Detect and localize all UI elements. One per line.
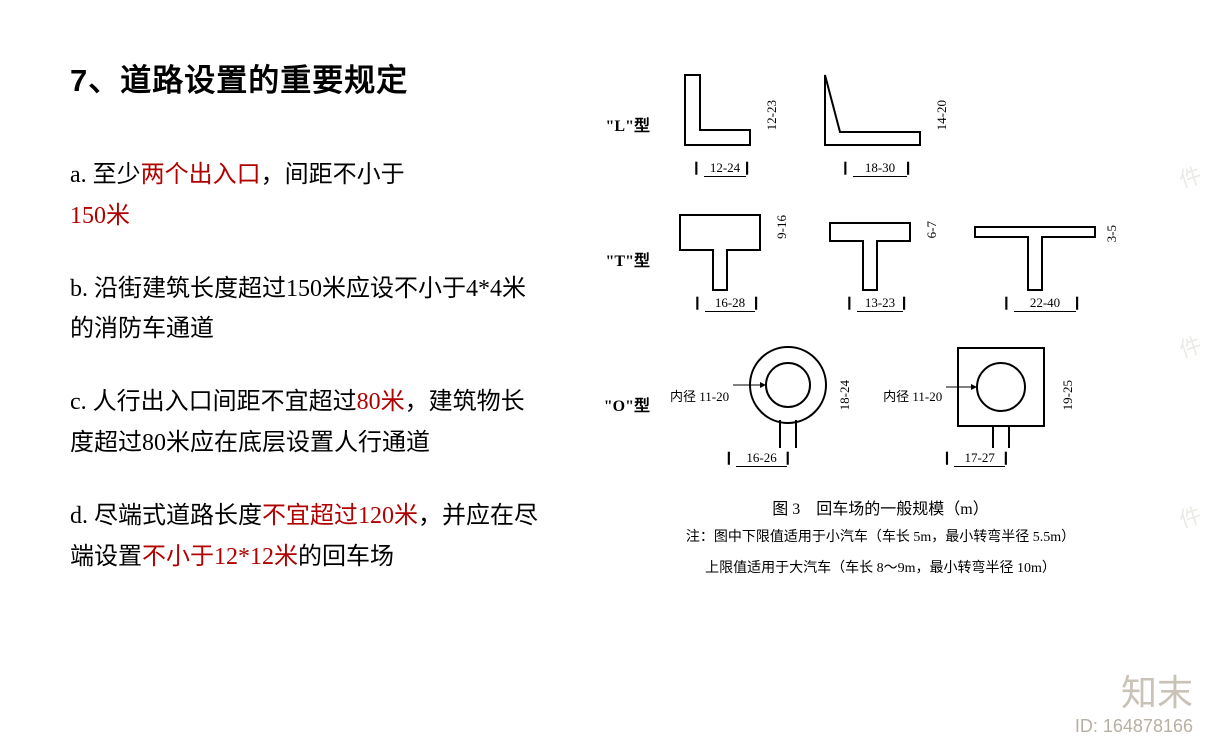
text-emph: 不小于12*12米 — [142, 544, 298, 570]
l-shape-slant-icon — [810, 70, 930, 160]
dim-h: 22-40 — [1014, 295, 1076, 312]
row-label-L: "L"型 — [590, 112, 670, 136]
dim-h: 12-24 — [704, 160, 746, 177]
t-shape-wide-icon — [970, 205, 1100, 295]
text-emph: 两个出入口 — [141, 162, 261, 188]
text: 的回车场 — [298, 544, 394, 570]
figure-note-2: 上限值适用于大汽车（车长 8～9m，最小转弯半径 10m） — [590, 556, 1171, 581]
shape-L2: 14-20 ▎18-30▎ — [810, 70, 950, 177]
dim-v: 6-7 — [924, 221, 940, 238]
text: ，间距不小于 — [261, 162, 405, 188]
o-shape-icon — [733, 340, 833, 450]
text-emph: 不宜超过120米 — [262, 503, 418, 529]
watermark-text: 知末 — [1075, 664, 1193, 716]
shape-T3: 3-5 ▎22-40▎ — [970, 205, 1120, 312]
t-shape-icon — [670, 205, 770, 295]
shape-O2: 内径 11-20 19-25 ▎17-27▎ — [883, 340, 1076, 467]
o-shape-square-icon — [946, 340, 1056, 450]
shape-L1: 12-23 ▎12-24▎ — [670, 70, 780, 177]
l-shape-icon — [670, 70, 760, 160]
para-d: d. 尽端式道路长度不宜超过120米，并应在尽端设置不小于12*12米的回车场 — [70, 496, 540, 578]
para-b: b. 沿街建筑长度超过150米应设不小于4*4米的消防车通道 — [70, 269, 540, 351]
inner-dia-label: 内径 11-20 — [883, 386, 942, 405]
dim-v: 9-16 — [774, 215, 790, 239]
dim-v: 14-20 — [934, 100, 950, 130]
section-title: 7、道路设置的重要规定 — [70, 55, 540, 100]
watermark-faint: 件 — [1175, 497, 1206, 534]
dim-h: 18-30 — [853, 160, 907, 177]
diagram-row-L: "L"型 12-23 ▎12-24▎ — [590, 70, 1171, 177]
t-shape-icon — [820, 205, 920, 295]
watermark: 知末 ID: 164878166 — [1075, 664, 1193, 737]
watermark-faint: 件 — [1175, 327, 1206, 364]
dim-h: 17-27 — [954, 450, 1004, 467]
diagram-row-O: "O"型 内径 11-20 — [590, 340, 1171, 467]
dim-h: 16-28 — [705, 295, 755, 312]
dim-v: 19-25 — [1060, 380, 1076, 410]
watermark-id: ID: 164878166 — [1075, 716, 1193, 737]
para-a: a. 至少两个出入口，间距不小于 150米 — [70, 155, 540, 237]
dim-v: 3-5 — [1104, 225, 1120, 242]
figure-note-1: 注：图中下限值适用于小汽车（车长 5m，最小转弯半径 5.5m） — [590, 525, 1171, 550]
row-label-T: "T"型 — [590, 247, 670, 271]
figure-caption: 图 3 回车场的一般规模（m） — [590, 495, 1171, 519]
dim-h: 16-26 — [736, 450, 786, 467]
text-emph: 80米 — [357, 389, 405, 415]
text: c. 人行出入口间距不宜超过 — [70, 389, 357, 415]
dim-v: 12-23 — [764, 100, 780, 130]
row-label-O: "O"型 — [590, 392, 670, 416]
watermark-faint: 件 — [1175, 157, 1206, 194]
text: a. 至少 — [70, 162, 141, 188]
shape-O1: 内径 11-20 18-24 ▎16-26▎ — [670, 340, 853, 467]
inner-dia-label: 内径 11-20 — [670, 386, 729, 405]
text-emph: 150米 — [70, 203, 130, 229]
diagram-row-T: "T"型 9-16 ▎16-28▎ — [590, 205, 1171, 312]
dim-v: 18-24 — [837, 380, 853, 410]
para-c: c. 人行出入口间距不宜超过80米，建筑物长度超过80米应在底层设置人行通道 — [70, 382, 540, 464]
shape-T1: 9-16 ▎16-28▎ — [670, 205, 790, 312]
dim-h: 13-23 — [857, 295, 903, 312]
shape-T2: 6-7 ▎13-23▎ — [820, 205, 940, 312]
text: d. 尽端式道路长度 — [70, 503, 262, 529]
